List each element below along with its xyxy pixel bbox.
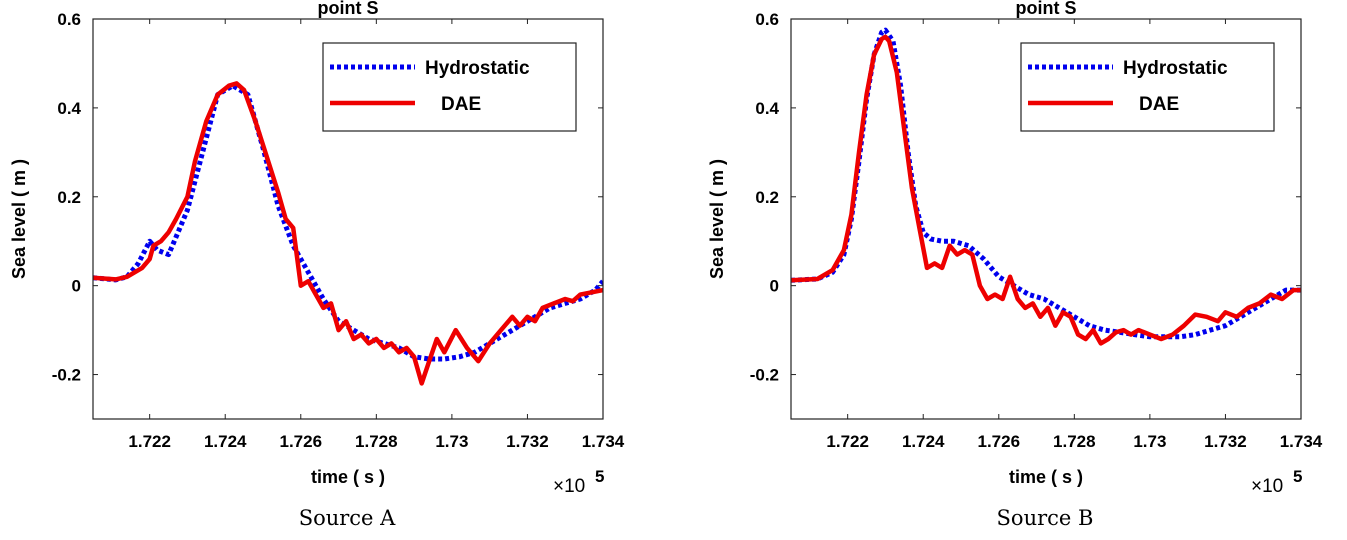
chart-a-legend-label-hydrostatic: Hydrostatic: [425, 58, 530, 79]
chart-b-legend-label-hydrostatic: Hydrostatic: [1123, 58, 1228, 79]
chart-a-series-dae-line: [93, 81, 603, 386]
chart-panel-a: 1.722 1.724 1.726 1.728 1.73 1.732 1.734 -0.2 0 0…: [0, 0, 649, 505]
chart-a-legend-label-dae: DAE: [441, 94, 481, 115]
chart-a-legend: [322, 42, 577, 132]
chart-b-ytick-label: 0.4: [755, 99, 779, 118]
chart-a-axes-box: [92, 18, 604, 420]
chart-b-xtick-label: 1.73: [1133, 432, 1166, 451]
chart-b-xtick-label: 1.734: [1280, 432, 1323, 451]
chart-b-xtick-label: 1.724: [902, 432, 945, 451]
chart-b-plot-area: [791, 27, 1301, 346]
chart-b-xlabel: time ( s ): [1009, 467, 1083, 487]
chart-panel-b: 1.722 1.724 1.726 1.728 1.73 1.732 1.734 -0.2 0 0…: [698, 0, 1347, 505]
chart-b-legend: [1020, 42, 1275, 132]
chart-b-xtick-label: 1.722: [826, 432, 869, 451]
chart-a-xlabel: time ( s ): [311, 467, 385, 487]
chart-b-ytick-label: 0.2: [755, 188, 779, 207]
chart-a-xtick-label: 1.724: [204, 432, 247, 451]
chart-b-ytick-label: -0.2: [750, 366, 779, 385]
chart-a-xtick-label: 1.73: [435, 432, 468, 451]
chart-a-x-multiplier-exponent: 5: [595, 467, 604, 486]
chart-a-ylabel: Sea level ( m ): [9, 159, 29, 279]
chart-a-ytick-label: 0.2: [57, 188, 81, 207]
chart-b-ytick-label: 0: [770, 277, 779, 296]
chart-b-xtick-label: 1.732: [1204, 432, 1247, 451]
chart-b-title: point S: [1016, 0, 1077, 18]
chart-b-series-dae-line: [791, 34, 1301, 346]
chart-b-legend-label-dae: DAE: [1139, 94, 1179, 115]
chart-a-ytick-label: 0.6: [57, 10, 81, 29]
chart-b-axes-box: [790, 18, 1302, 420]
chart-b-x-multiplier-exponent: 5: [1293, 467, 1302, 486]
chart-a-svg: 1.722 1.724 1.726 1.728 1.73 1.732 1.734 -0.2 0 0…: [9, 0, 625, 497]
chart-b-xtick-label: 1.726: [978, 432, 1021, 451]
chart-a-xtick-label: 1.732: [506, 432, 549, 451]
chart-a-ytick-label: -0.2: [52, 366, 81, 385]
chart-a-plot-area: [93, 81, 603, 386]
chart-b-xtick-label: 1.728: [1053, 432, 1096, 451]
caption-source-b: Source B: [996, 506, 1094, 530]
chart-b-x-multiplier: ×10: [1251, 476, 1283, 497]
chart-a-x-multiplier: ×10: [553, 476, 585, 497]
chart-b-svg: 1.722 1.724 1.726 1.728 1.73 1.732 1.734 -0.2 0 0…: [707, 0, 1323, 497]
chart-a-series-hydrostatic-line: [93, 83, 603, 362]
chart-b-ylabel: Sea level ( m ): [707, 159, 727, 279]
chart-a-xtick-label: 1.726: [280, 432, 323, 451]
chart-a-ytick-label: 0: [72, 277, 81, 296]
chart-a-ytick-label: 0.4: [57, 99, 81, 118]
chart-b-ytick-label: 0.6: [755, 10, 779, 29]
caption-source-a: Source A: [298, 506, 396, 530]
chart-a-xtick-label: 1.734: [582, 432, 625, 451]
chart-a-title: point S: [318, 0, 379, 18]
chart-a-xtick-label: 1.722: [128, 432, 171, 451]
chart-a-xtick-label: 1.728: [355, 432, 398, 451]
